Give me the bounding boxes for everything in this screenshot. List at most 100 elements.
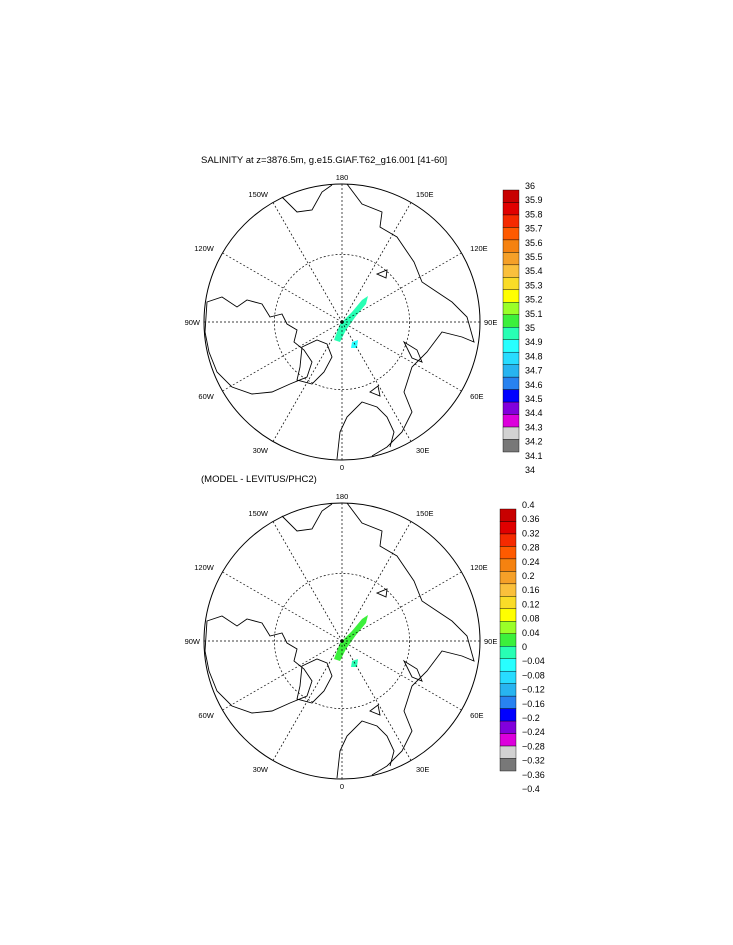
- colorbar-swatch: [502, 414, 520, 428]
- colorbar-swatch: [502, 252, 520, 266]
- meridian-line: [341, 252, 462, 323]
- map-panel-2: 180 0 90W 90E 30W 60W 30E 60E 120W 150W 120E 150E 0.…: [185, 492, 545, 794]
- map-panel-1: 180 0 90W 90E 30W 60W 30E 60E 120W 150W 120E 150E 36…: [185, 173, 543, 475]
- colorbar-label: −0.2: [522, 713, 540, 723]
- colorbar-swatch: [499, 621, 517, 634]
- colorbar-swatch: [499, 683, 517, 697]
- meridian-line: [222, 252, 343, 323]
- colorbar-swatch: [502, 289, 520, 303]
- colorbar-label: 0.08: [522, 614, 540, 624]
- meridian-line: [341, 571, 462, 642]
- coastline: [375, 269, 388, 279]
- colorbar-swatch: [502, 351, 520, 365]
- colorbar-label: 35.6: [525, 238, 543, 248]
- coastline: [369, 704, 381, 716]
- colorbar-label: 0.2: [522, 571, 535, 581]
- meridian-line: [272, 640, 343, 761]
- colorbar-label: 34: [525, 465, 535, 475]
- lon-label-right: 90E: [484, 318, 497, 327]
- colorbar-swatch: [499, 633, 517, 647]
- colorbar-swatch: [502, 189, 520, 203]
- colorbar-label: 35.4: [525, 266, 543, 276]
- colorbar-swatch: [499, 708, 517, 722]
- colorbar-label: 34.8: [525, 351, 543, 361]
- colorbar-swatch: [502, 227, 520, 241]
- colorbar-swatch: [499, 558, 517, 572]
- lon-label-bottom: 0: [340, 782, 344, 791]
- lon-label-ll1: 60W: [198, 392, 214, 401]
- colorbar-label: 0.32: [522, 528, 540, 538]
- colorbar-label: 0.28: [522, 543, 540, 553]
- lon-label-ur1: 150E: [416, 509, 434, 518]
- meridian-line: [222, 640, 343, 711]
- coastline: [281, 503, 333, 532]
- colorbar-swatch: [502, 264, 520, 278]
- lon-label-ur1: 150E: [416, 190, 434, 199]
- colorbar-swatch: [499, 608, 517, 622]
- colorbar-swatch: [502, 239, 520, 253]
- lon-label-left: 90W: [185, 637, 201, 646]
- colorbar-label: 0.24: [522, 557, 540, 567]
- colorbar-swatch: [502, 339, 520, 353]
- latitude-circle: [274, 254, 410, 390]
- colorbar-swatch: [499, 670, 517, 684]
- colorbar: 36 35.9 35.8 35.7 35.6 35.5 35.4 35.3 35.2 35.1 35…: [502, 181, 543, 475]
- colorbar-label: 34.2: [525, 437, 543, 447]
- coastline: [281, 184, 333, 213]
- colorbar-label: 0.12: [522, 599, 540, 609]
- colorbar-label: 35.2: [525, 295, 543, 305]
- lon-label-lr2: 30E: [416, 765, 429, 774]
- coastline: [346, 183, 475, 457]
- lon-label-lr2: 30E: [416, 446, 429, 455]
- colorbar-label: −0.36: [522, 770, 545, 780]
- colorbar-swatch: [502, 302, 520, 315]
- colorbar-swatch: [502, 202, 520, 216]
- coastline: [402, 659, 423, 682]
- colorbar-swatch: [499, 546, 517, 560]
- colorbar-label: 35.8: [525, 209, 543, 219]
- meridian-line: [272, 521, 343, 642]
- colorbar-swatch: [502, 327, 520, 340]
- coastline: [204, 296, 313, 395]
- coastline: [336, 720, 395, 779]
- lon-label-ul2: 120W: [194, 563, 215, 572]
- colorbar-label: 35.5: [525, 252, 543, 262]
- lon-label-bottom: 0: [340, 463, 344, 472]
- colorbar-swatch: [499, 596, 517, 610]
- colorbar-label: 0.4: [522, 500, 535, 510]
- colorbar-label: 35.3: [525, 280, 543, 290]
- colorbar-swatch: [502, 214, 520, 228]
- lon-label-ul1: 150W: [248, 190, 269, 199]
- meridian-line: [341, 521, 412, 642]
- colorbar-label: −0.28: [522, 741, 545, 751]
- colorbar-label: 34.7: [525, 366, 543, 376]
- meridian-line: [341, 640, 462, 711]
- colorbar-swatch: [502, 401, 520, 415]
- meridian-line: [341, 321, 462, 392]
- colorbar-swatch: [499, 583, 517, 597]
- meridian-line: [272, 202, 343, 323]
- lon-label-ll2: 30W: [253, 765, 269, 774]
- meridian-line: [222, 571, 343, 642]
- colorbar-label: −0.4: [522, 784, 540, 794]
- coastline: [204, 615, 313, 714]
- meridian-line: [341, 202, 412, 323]
- colorbar-label: 34.3: [525, 422, 543, 432]
- colorbar-label: 0: [522, 642, 527, 652]
- colorbar: 0.4 0.36 0.32 0.28 0.24 0.2 0.16 0.12 0.08 0.04 0 −…: [499, 500, 545, 794]
- colorbar-swatch: [499, 720, 517, 734]
- colorbar-swatch: [499, 571, 517, 585]
- colorbar-label: −0.24: [522, 727, 545, 737]
- colorbar-label: 36: [525, 181, 535, 191]
- colorbar-swatch: [502, 277, 520, 291]
- colorbar-label: 35: [525, 323, 535, 333]
- lon-label-ur2: 120E: [470, 244, 488, 253]
- lon-label-ll2: 30W: [253, 446, 269, 455]
- colorbar-label: 0.04: [522, 628, 540, 638]
- lon-label-top: 180: [336, 173, 349, 182]
- lon-label-lr1: 60E: [470, 711, 483, 720]
- colorbar-swatch: [499, 521, 517, 535]
- colorbar-swatch: [499, 658, 517, 672]
- colorbar-label: −0.16: [522, 699, 545, 709]
